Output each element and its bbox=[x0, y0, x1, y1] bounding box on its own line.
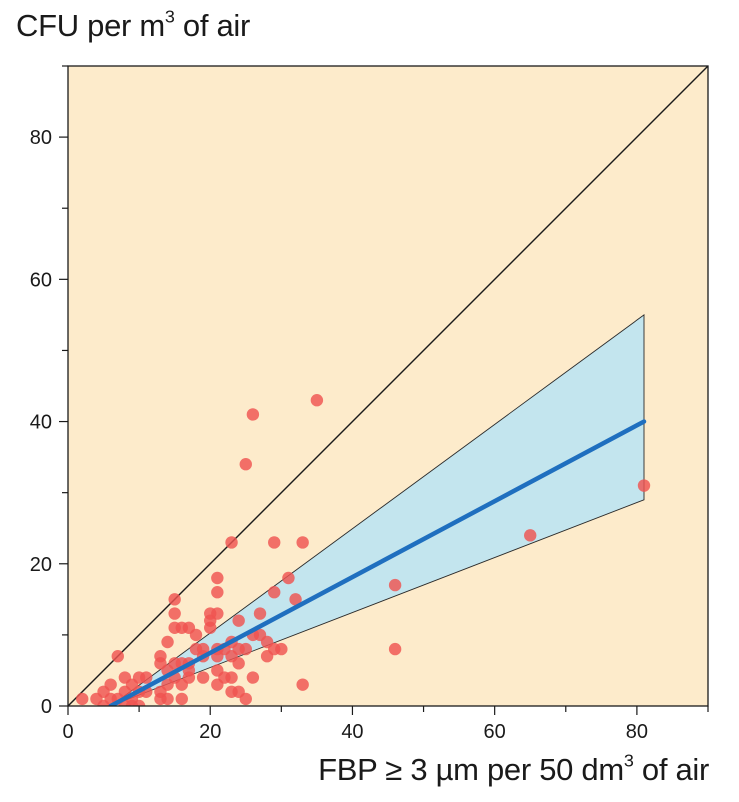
data-point bbox=[296, 678, 309, 691]
data-point bbox=[268, 586, 281, 599]
data-point bbox=[161, 635, 174, 649]
data-point bbox=[161, 692, 174, 706]
data-point bbox=[175, 692, 188, 706]
y-axis-label-tail: of air bbox=[174, 8, 251, 43]
data-point bbox=[637, 479, 651, 492]
x-axis-label-superscript: 3 bbox=[623, 750, 634, 771]
regression-line bbox=[108, 419, 647, 706]
data-point bbox=[268, 536, 281, 549]
data-point bbox=[140, 671, 153, 684]
data-point bbox=[189, 628, 203, 642]
data-point bbox=[289, 593, 302, 606]
plot-frame bbox=[67, 65, 709, 707]
data-point bbox=[282, 571, 295, 585]
y-tick-label: 0 bbox=[41, 696, 52, 718]
confidence-band bbox=[110, 314, 645, 706]
data-point bbox=[253, 607, 267, 620]
data-point bbox=[211, 607, 224, 620]
y-axis-ticks: 0 20 40 60 80 bbox=[30, 65, 68, 718]
data-point bbox=[196, 671, 210, 684]
data-point bbox=[232, 657, 245, 670]
data-point bbox=[275, 642, 288, 656]
data-point bbox=[182, 671, 196, 684]
x-axis-label: FBP ≥ 3 µm per 50 dm3 of air bbox=[318, 752, 709, 788]
x-tick-label: 80 bbox=[626, 721, 648, 743]
x-axis-label-main: FBP ≥ 3 µm per 50 dm bbox=[318, 752, 624, 787]
y-axis-label-superscript: 3 bbox=[164, 6, 175, 27]
y-axis-label-main: CFU per m bbox=[16, 8, 165, 43]
data-point bbox=[225, 536, 238, 549]
data-point bbox=[76, 692, 89, 706]
data-point bbox=[239, 458, 252, 471]
data-point bbox=[524, 529, 537, 542]
x-tick-label: 60 bbox=[484, 721, 506, 743]
x-axis-ticks: 0 20 40 60 80 bbox=[62, 706, 709, 743]
data-point bbox=[104, 678, 117, 691]
data-point bbox=[310, 394, 324, 407]
data-point bbox=[388, 578, 402, 592]
x-axis-label-tail: of air bbox=[633, 752, 709, 787]
data-point bbox=[111, 650, 124, 663]
data-point bbox=[232, 614, 245, 627]
data-point bbox=[239, 692, 252, 706]
y-tick-label: 40 bbox=[30, 412, 52, 434]
data-point bbox=[296, 536, 309, 549]
data-point bbox=[246, 408, 260, 421]
data-points bbox=[76, 394, 651, 706]
data-point bbox=[388, 642, 402, 656]
data-point bbox=[132, 699, 146, 706]
data-point bbox=[246, 671, 260, 684]
data-point bbox=[211, 571, 224, 585]
y-tick-label: 60 bbox=[30, 269, 52, 291]
x-tick-label: 40 bbox=[341, 721, 363, 743]
y-tick-label: 80 bbox=[30, 127, 52, 149]
y-axis-label: CFU per m3 of air bbox=[16, 8, 250, 44]
x-tick-label: 0 bbox=[62, 721, 73, 743]
data-point bbox=[168, 593, 181, 606]
x-tick-label: 20 bbox=[199, 721, 221, 743]
y-tick-label: 20 bbox=[30, 554, 52, 576]
data-point bbox=[168, 607, 181, 620]
data-point bbox=[204, 621, 217, 634]
data-point bbox=[225, 671, 238, 684]
data-point bbox=[239, 642, 252, 656]
data-point bbox=[211, 586, 224, 599]
